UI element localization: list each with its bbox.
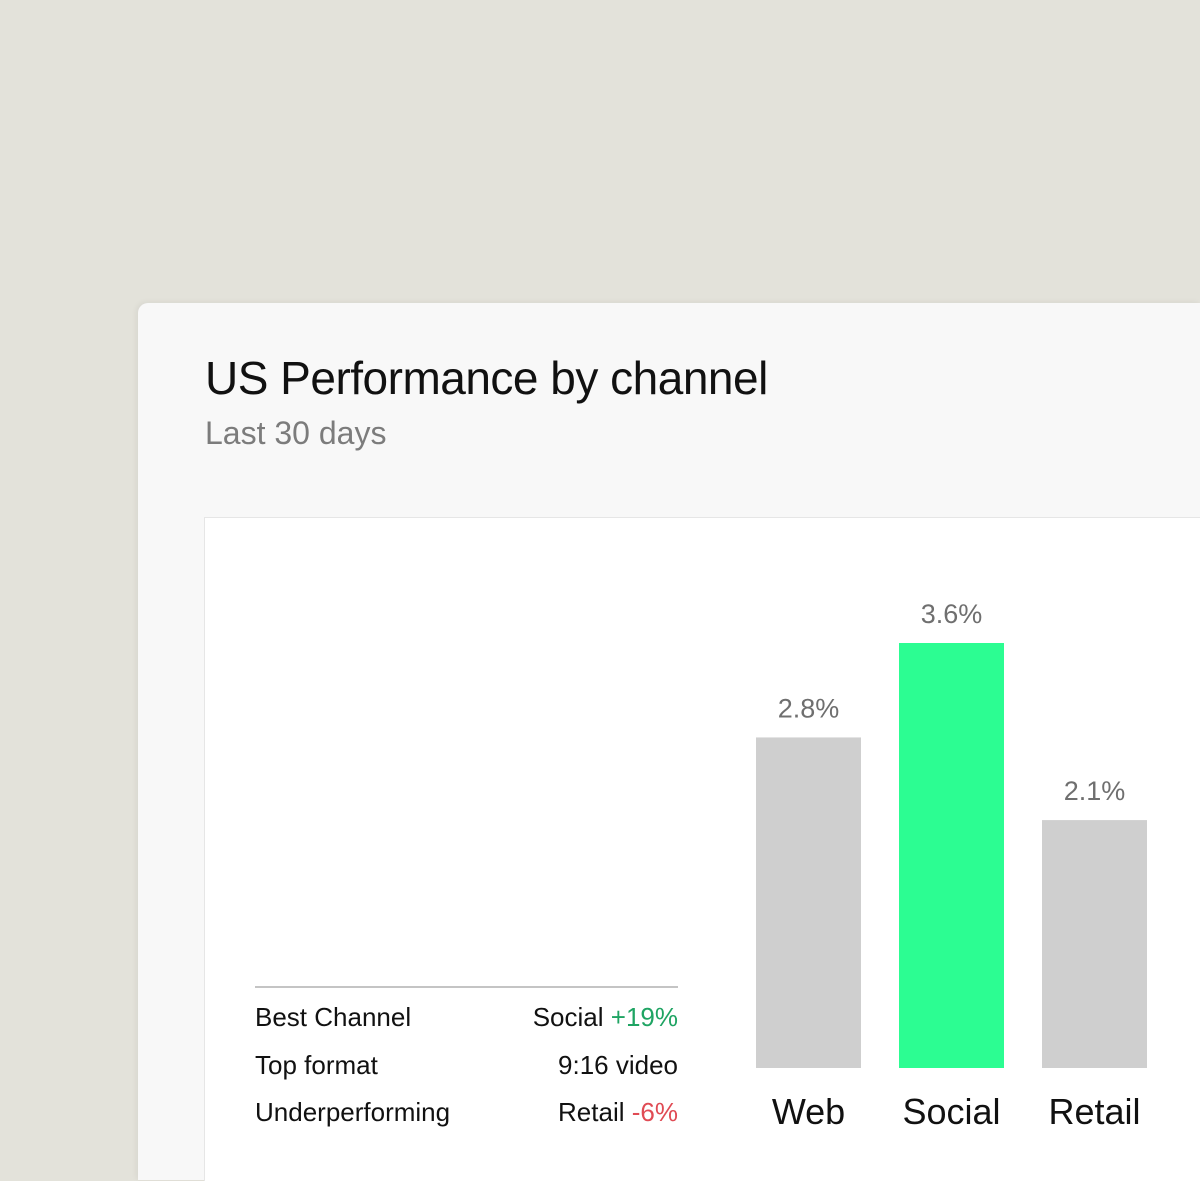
stat-value: Social +19% [533,1002,678,1033]
stat-row-best-channel: Best Channel Social +19% [255,1002,678,1050]
bar-category-label-social: Social [902,1091,1000,1132]
bar-category-label-retail: Retail [1048,1091,1140,1132]
stat-row-underperforming: Underperforming Retail -6% [255,1097,678,1145]
stat-value-text: Social [532,1002,604,1032]
bar-chart: 2.8% Web 3.6% Social 2.1% Retail [756,599,1147,1132]
stat-value: Retail -6% [558,1097,678,1128]
bar-category-label-web: Web [772,1091,845,1132]
bar-value-label-web: 2.8% [778,693,840,723]
stat-value-text: Retail [558,1097,625,1127]
performance-card: US Performance by channel Last 30 days B… [138,303,1200,1181]
bar-social [899,643,1004,1068]
stat-delta-positive: +19% [610,1002,678,1032]
bar-retail [1042,820,1147,1068]
bar-web [756,737,861,1068]
stat-value: 9:16 video [558,1050,678,1081]
stat-label: Underperforming [255,1097,451,1127]
stats-summary: Best Channel Social +19% Top format 9:16… [255,986,678,1145]
stat-label: Best Channel [255,1002,412,1032]
card-title: US Performance by channel [205,352,768,404]
bar-value-label-retail: 2.1% [1064,776,1126,806]
card-subtitle: Last 30 days [205,415,387,451]
stat-row-top-format: Top format 9:16 video [255,1050,678,1098]
chart-panel: Best Channel Social +19% Top format 9:16… [204,517,1200,1181]
bar-value-label-social: 3.6% [921,599,983,629]
stat-value-text: 9:16 video [558,1049,678,1080]
stat-label: Top format [255,1049,378,1080]
stat-delta-negative: -6% [631,1097,678,1127]
